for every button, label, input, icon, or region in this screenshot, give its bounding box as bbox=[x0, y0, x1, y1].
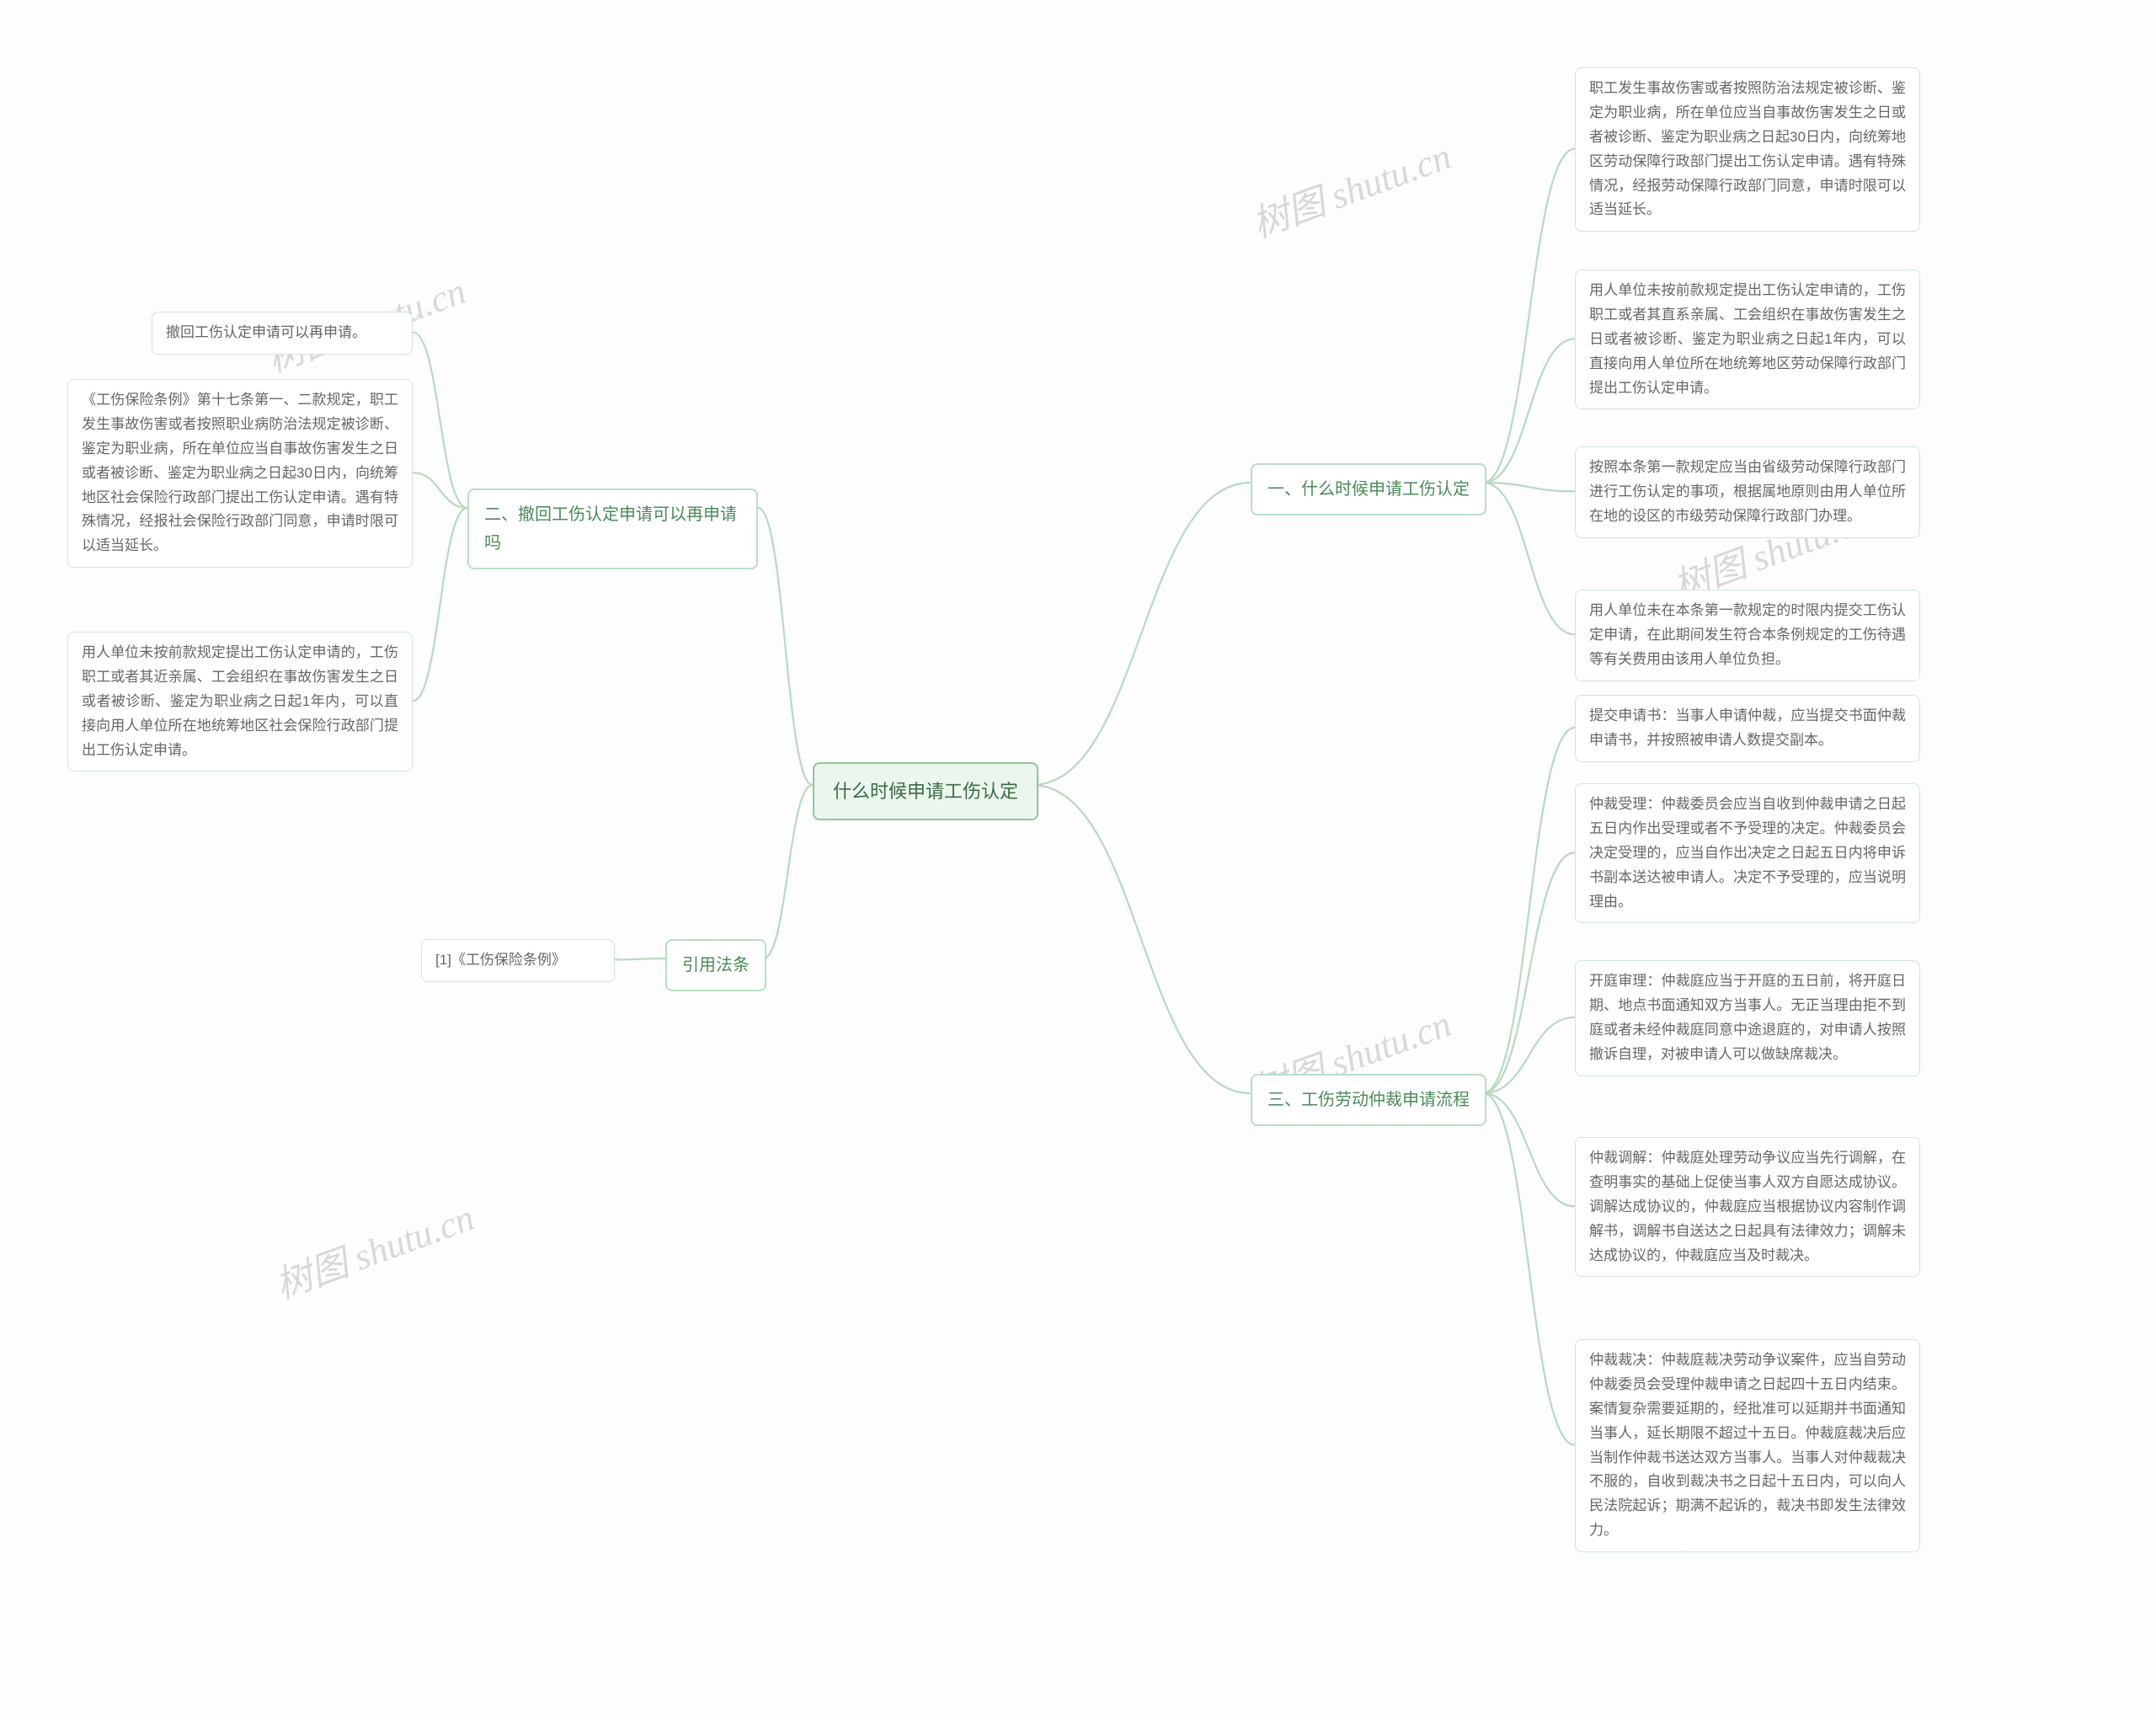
connector bbox=[1483, 728, 1575, 1093]
branch-node[interactable]: 二、撤回工伤认定申请可以再申请吗 bbox=[467, 489, 758, 569]
connector bbox=[1483, 1093, 1575, 1445]
connector bbox=[413, 508, 467, 701]
branch-node[interactable]: 一、什么时候申请工伤认定 bbox=[1251, 463, 1486, 515]
leaf-node[interactable]: 用人单位未按前款规定提出工伤认定申请的，工伤职工或者其近亲属、工会组织在事故伤害… bbox=[67, 632, 413, 772]
leaf-node[interactable]: 仲裁调解：仲裁庭处理劳动争议应当先行调解，在查明事实的基础上促使当事人双方自愿达… bbox=[1575, 1137, 1920, 1277]
connector bbox=[1483, 1017, 1575, 1093]
branch-node[interactable]: 引用法条 bbox=[665, 939, 766, 991]
branch-node[interactable]: 三、工伤劳动仲裁申请流程 bbox=[1251, 1074, 1486, 1126]
leaf-node[interactable]: 仲裁裁决：仲裁庭裁决劳动争议案件，应当自劳动仲裁委员会受理仲裁申请之日起四十五日… bbox=[1575, 1339, 1920, 1552]
connector bbox=[758, 508, 813, 785]
watermark: 树图 shutu.cn bbox=[1244, 126, 1458, 248]
connector bbox=[413, 332, 467, 508]
connector bbox=[1483, 483, 1575, 491]
leaf-node[interactable]: 提交申请书：当事人申请仲裁，应当提交书面仲裁申请书，并按照被申请人数提交副本。 bbox=[1575, 695, 1920, 762]
leaf-node[interactable]: 撤回工伤认定申请可以再申请。 bbox=[152, 312, 413, 355]
leaf-node[interactable]: 《工伤保险条例》第十七条第一、二款规定，职工发生事故伤害或者按照职业病防治法规定… bbox=[67, 379, 413, 568]
leaf-node[interactable]: 按照本条第一款规定应当由省级劳动保障行政部门进行工伤认定的事项，根据属地原则由用… bbox=[1575, 446, 1920, 538]
watermark: 树图 shutu.cn bbox=[267, 1188, 481, 1310]
leaf-node[interactable]: [1]《工伤保险条例》 bbox=[421, 939, 615, 982]
connector bbox=[1483, 852, 1575, 1093]
connector bbox=[1483, 339, 1575, 483]
leaf-node[interactable]: 用人单位未在本条第一款规定的时限内提交工伤认定申请，在此期间发生符合本条例规定的… bbox=[1575, 590, 1920, 681]
connector bbox=[1483, 483, 1575, 634]
connector bbox=[1032, 483, 1251, 785]
connector bbox=[1483, 1093, 1575, 1206]
connector bbox=[1483, 149, 1575, 483]
leaf-node[interactable]: 仲裁受理：仲裁委员会应当自收到仲裁申请之日起五日内作出受理或者不予受理的决定。仲… bbox=[1575, 783, 1920, 923]
leaf-node[interactable]: 用人单位未按前款规定提出工伤认定申请的，工伤职工或者其直系亲属、工会组织在事故伤… bbox=[1575, 270, 1920, 409]
connector bbox=[413, 473, 467, 508]
leaf-node[interactable]: 职工发生事故伤害或者按照防治法规定被诊断、鉴定为职业病，所在单位应当自事故伤害发… bbox=[1575, 67, 1920, 232]
root-node[interactable]: 什么时候申请工伤认定 bbox=[813, 762, 1038, 820]
connector bbox=[1032, 785, 1251, 1093]
connector bbox=[615, 958, 665, 959]
leaf-node[interactable]: 开庭审理：仲裁庭应当于开庭的五日前，将开庭日期、地点书面通知双方当事人。无正当理… bbox=[1575, 960, 1920, 1076]
connector bbox=[763, 785, 813, 958]
